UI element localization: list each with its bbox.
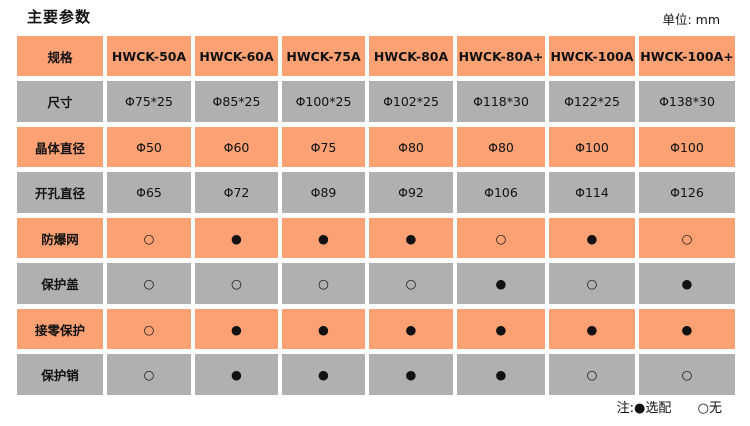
table-cell: ● [195,218,278,258]
table-row: 保护盖 ○ ○ ○ ○ ● ○ ● [17,263,735,304]
table-cell: Φ75*25 [107,81,191,122]
table-cell: ● [549,309,635,349]
table-cell: Φ100*25 [282,81,365,122]
row-label: 接零保护 [17,309,103,349]
table-cell: HWCK-80A+ [457,36,545,76]
table-cell: ○ [369,263,453,304]
table-cell: ○ [639,218,735,258]
table-cell: Φ114 [549,172,635,213]
table-cell: Φ118*30 [457,81,545,122]
table-cell: Φ102*25 [369,81,453,122]
table-row: 规格 HWCK-50A HWCK-60A HWCK-75A HWCK-80A HWCK-8… [17,36,735,76]
table-cell: Φ100 [549,127,635,167]
table-cell: HWCK-100A [549,36,635,76]
table-cell: ○ [549,354,635,395]
table-cell: ● [282,309,365,349]
row-label: 保护销 [17,354,103,395]
table-cell: HWCK-50A [107,36,191,76]
table-cell: ○ [549,263,635,304]
table-row: 晶体直径 Φ50 Φ60 Φ75 Φ80 Φ80 Φ100 Φ100 [17,127,735,167]
table-cell: ● [639,263,735,304]
table-cell: ● [457,309,545,349]
table-cell: ● [195,309,278,349]
table-cell: ○ [639,354,735,395]
table-cell: Φ65 [107,172,191,213]
table-cell: Φ60 [195,127,278,167]
unit-label: 单位: mm [662,12,720,27]
note-prefix: 注: [616,401,635,416]
table-cell: Φ80 [457,127,545,167]
row-label: 开孔直径 [17,172,103,213]
table-cell: HWCK-100A+ [639,36,735,76]
row-label: 规格 [17,36,103,76]
row-label: 尺寸 [17,81,103,122]
table-cell: Φ126 [639,172,735,213]
table-row: 保护销 ○ ● ● ● ● ○ ○ [17,354,735,395]
table-cell: Φ138*30 [639,81,735,122]
row-label: 晶体直径 [17,127,103,167]
table-cell: Φ75 [282,127,365,167]
row-label: 防爆网 [17,218,103,258]
table-cell: ○ [107,354,191,395]
table-row: 尺寸 Φ75*25 Φ85*25 Φ100*25 Φ102*25 Φ118*30 Φ122*… [17,81,735,122]
table-row: 防爆网 ○ ● ● ● ○ ● ○ [17,218,735,258]
table-cell: ● [639,309,735,349]
table-cell: ● [369,218,453,258]
spec-table-body: 规格 HWCK-50A HWCK-60A HWCK-75A HWCK-80A HWCK-8… [17,36,735,395]
legend-note: 注:●选配 ○无 [617,397,722,416]
table-cell: ● [457,263,545,304]
table-cell: Φ122*25 [549,81,635,122]
table-cell: ○ [195,263,278,304]
table-cell: Φ92 [369,172,453,213]
spec-table: 规格 HWCK-50A HWCK-60A HWCK-75A HWCK-80A HWCK-8… [13,31,739,400]
table-cell: ● [282,354,365,395]
table-cell: Φ89 [282,172,365,213]
table-cell: ● [369,309,453,349]
table-cell: Φ85*25 [195,81,278,122]
table-cell: HWCK-80A [369,36,453,76]
row-label: 保护盖 [17,263,103,304]
table-cell: ○ [457,218,545,258]
table-cell: HWCK-60A [195,36,278,76]
table-row: 开孔直径 Φ65 Φ72 Φ89 Φ92 Φ106 Φ114 Φ126 [17,172,735,213]
note-none: ○无 [697,401,722,416]
table-cell: HWCK-75A [282,36,365,76]
table-cell: Φ106 [457,172,545,213]
table-cell: ● [195,354,278,395]
table-cell: ● [549,218,635,258]
table-cell: Φ72 [195,172,278,213]
page-title: 主要参数 [27,8,92,26]
table-cell: ● [369,354,453,395]
table-cell: Φ50 [107,127,191,167]
table-cell: ○ [107,309,191,349]
table-cell: Φ100 [639,127,735,167]
table-cell: ○ [107,218,191,258]
table-cell: ● [457,354,545,395]
table-cell: ● [282,218,365,258]
table-row: 接零保护 ○ ● ● ● ● ● ● [17,309,735,349]
table-cell: ○ [107,263,191,304]
note-optional: ●选配 [634,401,672,416]
table-cell: Φ80 [369,127,453,167]
table-cell: ○ [282,263,365,304]
